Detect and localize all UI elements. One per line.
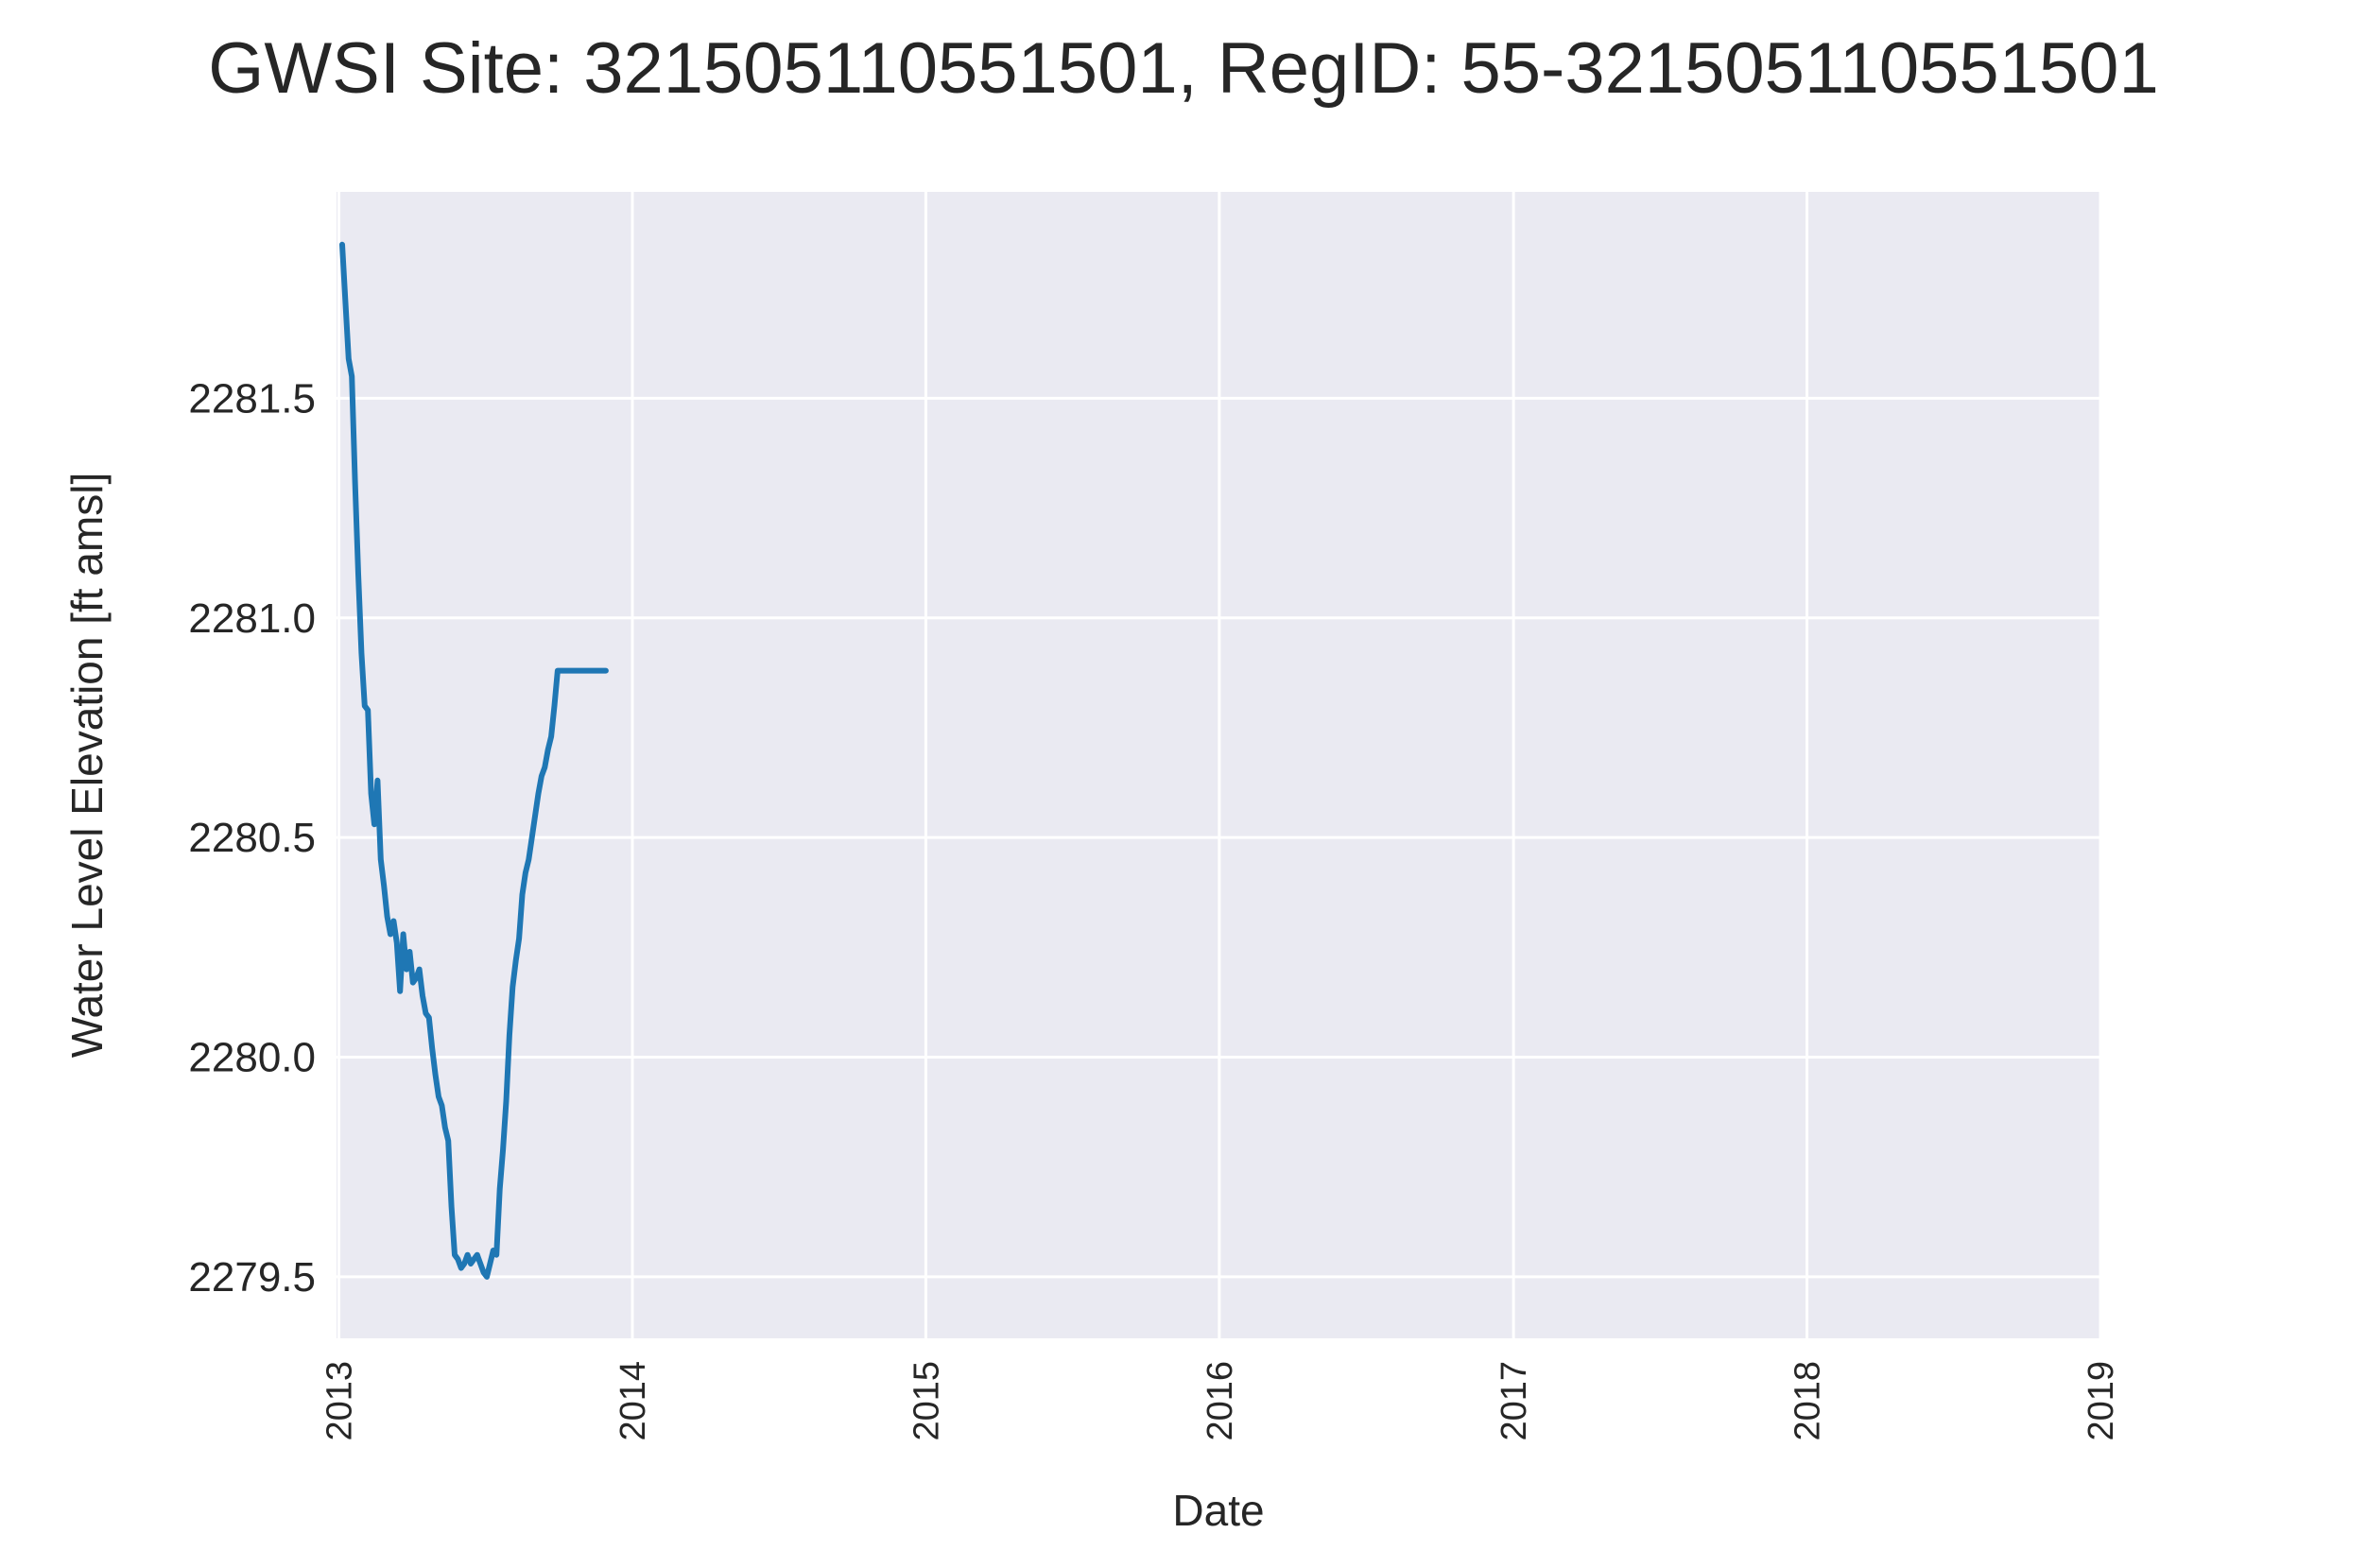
gridlines bbox=[337, 192, 2102, 1338]
y-axis-label: Water Level Elevation [ft amsl] bbox=[62, 473, 112, 1059]
series-layer bbox=[339, 241, 609, 1280]
y-tick-label: 2281.5 bbox=[188, 375, 316, 422]
x-tick-label: 2014 bbox=[613, 1361, 653, 1441]
series-line bbox=[339, 241, 609, 1280]
y-tick-label: 2279.5 bbox=[188, 1254, 316, 1301]
y-tick-label: 2281.0 bbox=[188, 595, 316, 642]
x-tick-label: 2015 bbox=[907, 1361, 946, 1441]
x-axis-label: Date bbox=[1172, 1486, 1264, 1535]
x-tick-label: 2018 bbox=[1788, 1361, 1828, 1441]
y-tick-labels: 2279.5 2280.0 2280.5 2281.0 2281.5 bbox=[188, 375, 316, 1301]
x-tick-label: 2019 bbox=[2082, 1361, 2121, 1441]
x-tick-label: 2013 bbox=[320, 1361, 360, 1441]
chart-title: GWSI Site: 321505110551501, RegID: 55-32… bbox=[208, 28, 2159, 109]
x-tick-label: 2017 bbox=[1494, 1361, 1534, 1441]
y-tick-label: 2280.5 bbox=[188, 815, 316, 861]
y-tick-label: 2280.0 bbox=[188, 1035, 316, 1081]
x-tick-labels: 2013 2014 2015 2016 2017 2018 2019 bbox=[320, 1361, 2121, 1441]
x-tick-label: 2016 bbox=[1201, 1361, 1240, 1441]
